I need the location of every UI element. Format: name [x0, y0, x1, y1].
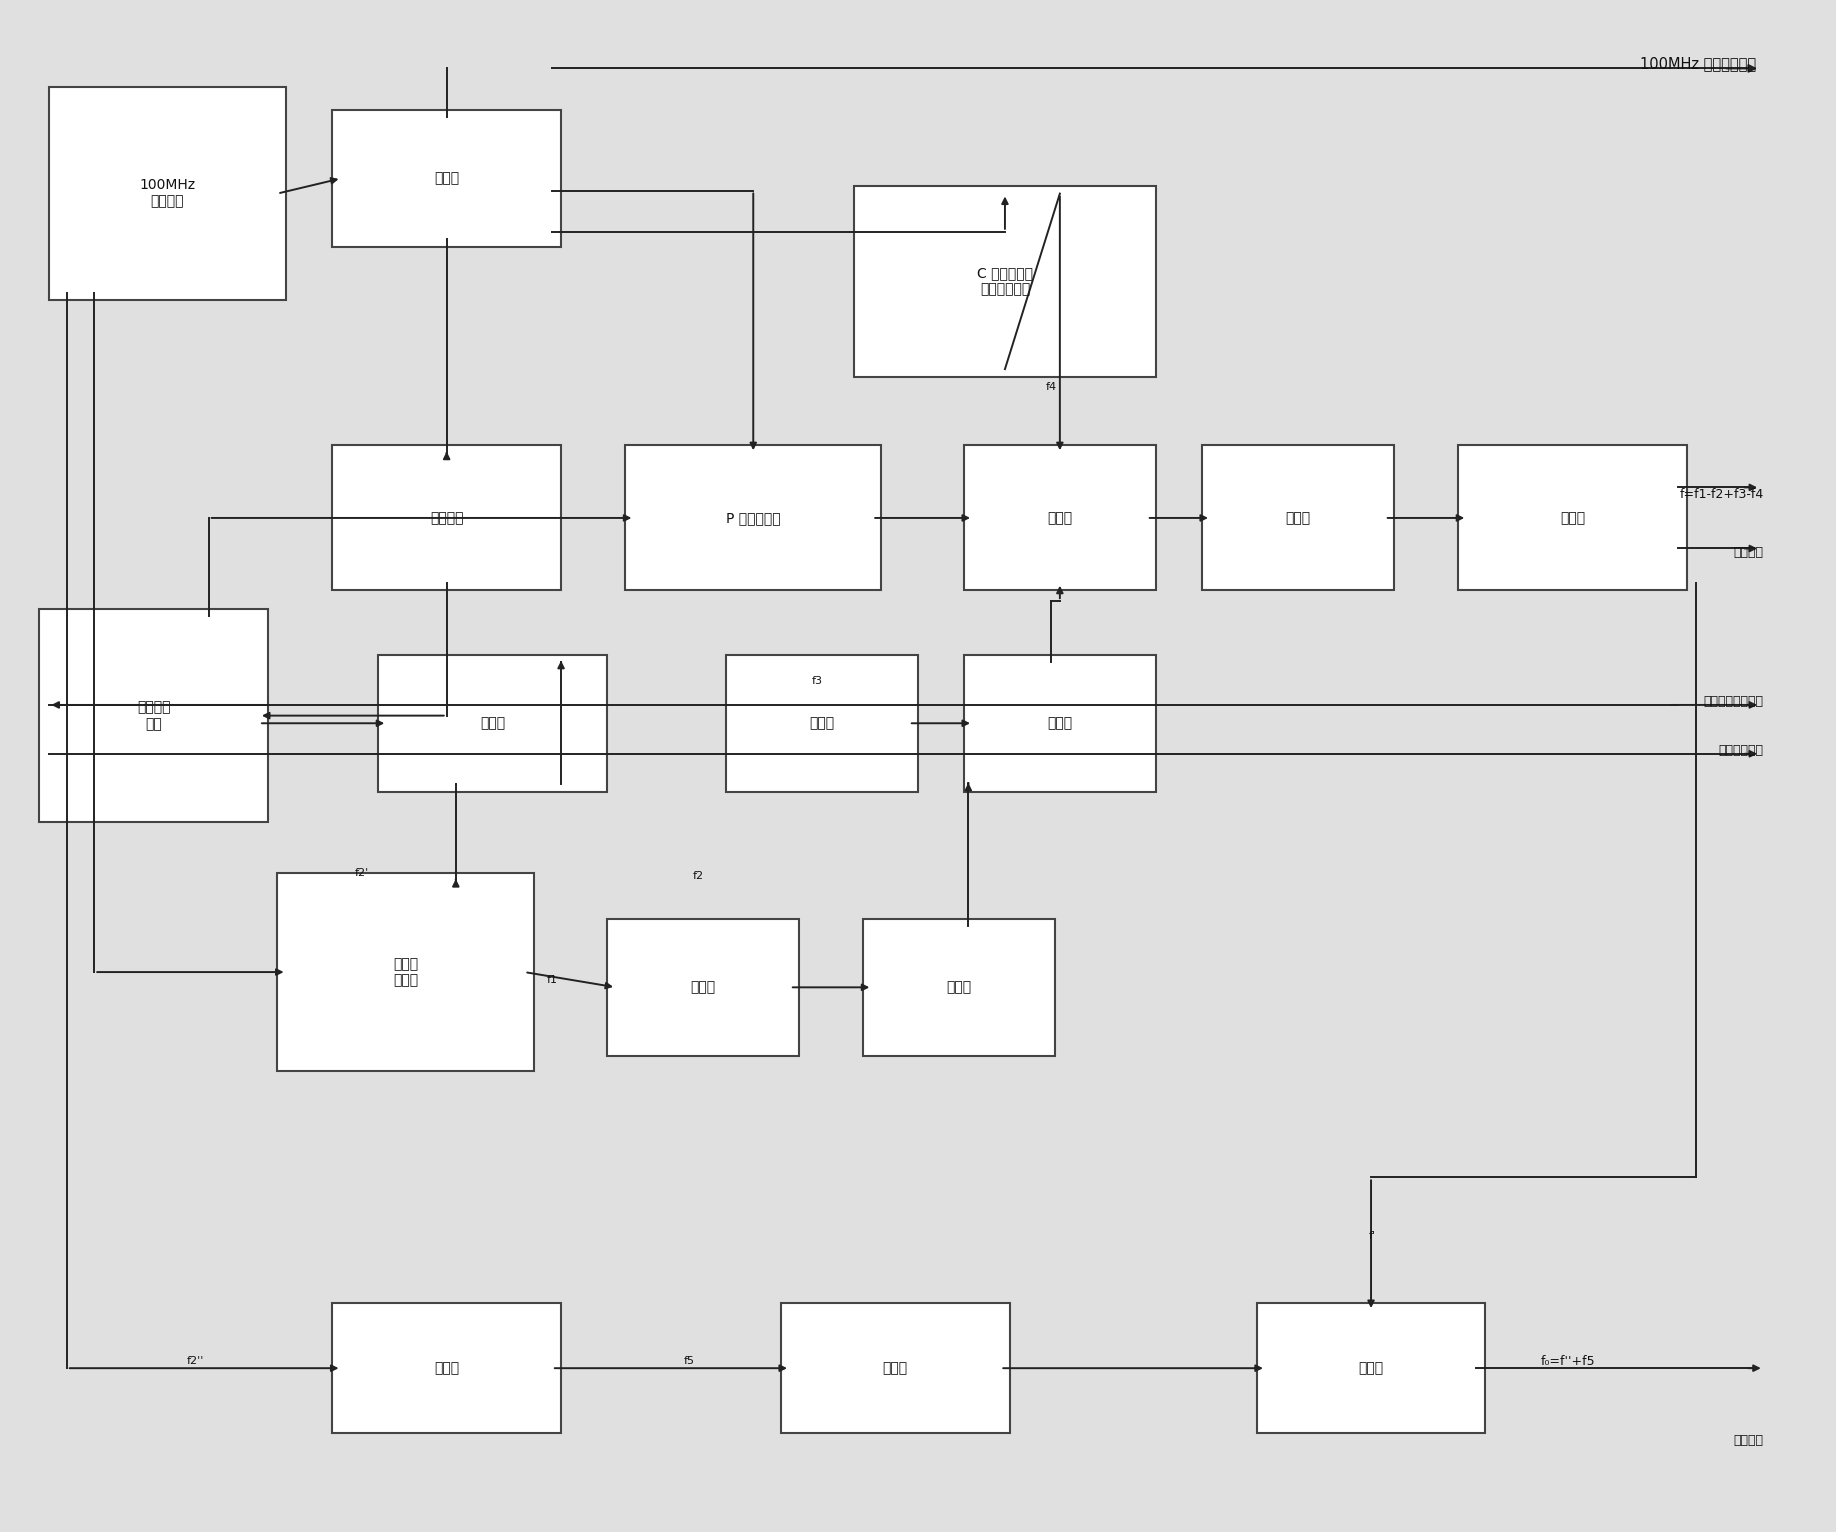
- Text: f4: f4: [1047, 383, 1058, 392]
- FancyBboxPatch shape: [1203, 446, 1394, 590]
- Text: 时序控制信号: 时序控制信号: [1718, 745, 1764, 757]
- FancyBboxPatch shape: [725, 654, 918, 792]
- Text: 滤波器: 滤波器: [1047, 717, 1072, 731]
- Text: 混频器: 混频器: [810, 717, 835, 731]
- FancyBboxPatch shape: [39, 608, 268, 823]
- Text: 分频器: 分频器: [433, 1362, 459, 1376]
- Text: 滤波器: 滤波器: [947, 980, 971, 994]
- Text: C 波段取样锁
相介质振荡器: C 波段取样锁 相介质振荡器: [977, 267, 1034, 297]
- Text: f2': f2': [354, 867, 369, 878]
- FancyBboxPatch shape: [608, 919, 799, 1056]
- Text: 功分器: 功分器: [1561, 512, 1584, 525]
- Text: 100MHz 相参基准信号: 100MHz 相参基准信号: [1640, 57, 1757, 72]
- Text: 混频器: 混频器: [690, 980, 716, 994]
- Text: f₀=f''+f5: f₀=f''+f5: [1540, 1354, 1595, 1368]
- Text: f=f1-f2+f3-f4: f=f1-f2+f3-f4: [1680, 487, 1764, 501]
- Text: 混频器: 混频器: [1047, 512, 1072, 525]
- FancyBboxPatch shape: [1458, 446, 1687, 590]
- Text: f2'': f2'': [185, 1356, 204, 1367]
- Text: f2: f2: [692, 870, 703, 881]
- Text: 功分器: 功分器: [433, 172, 459, 185]
- FancyBboxPatch shape: [854, 185, 1157, 377]
- FancyBboxPatch shape: [624, 446, 881, 590]
- Text: P 波段锁相环: P 波段锁相环: [725, 512, 780, 525]
- Text: f': f': [1368, 1232, 1375, 1241]
- FancyBboxPatch shape: [863, 919, 1056, 1056]
- Text: 混频器: 混频器: [1359, 1362, 1384, 1376]
- FancyBboxPatch shape: [332, 446, 562, 590]
- Text: 发射信号: 发射信号: [1733, 545, 1764, 559]
- Text: 数字频
率合成: 数字频 率合成: [393, 958, 419, 987]
- FancyBboxPatch shape: [332, 110, 562, 247]
- FancyBboxPatch shape: [964, 446, 1157, 590]
- FancyBboxPatch shape: [1256, 1304, 1485, 1432]
- FancyBboxPatch shape: [277, 873, 534, 1071]
- Text: 功分器: 功分器: [479, 717, 505, 731]
- FancyBboxPatch shape: [780, 1304, 1010, 1432]
- FancyBboxPatch shape: [48, 87, 286, 300]
- Text: f1: f1: [547, 974, 558, 985]
- FancyBboxPatch shape: [378, 654, 608, 792]
- FancyBboxPatch shape: [332, 1304, 562, 1432]
- Text: f5: f5: [683, 1356, 694, 1367]
- Text: 本振信号: 本振信号: [1733, 1434, 1764, 1448]
- Text: 滤波器: 滤波器: [1285, 512, 1311, 525]
- Text: 三倍频器: 三倍频器: [430, 512, 463, 525]
- Text: 100MHz
恒温晶振: 100MHz 恒温晶振: [140, 179, 196, 208]
- Text: 滤波器: 滤波器: [883, 1362, 907, 1376]
- Text: 频率变化控制信号: 频率变化控制信号: [1704, 696, 1764, 708]
- Text: 可编程逻
辑器: 可编程逻 辑器: [138, 700, 171, 731]
- FancyBboxPatch shape: [964, 654, 1157, 792]
- Text: f3: f3: [812, 676, 823, 685]
